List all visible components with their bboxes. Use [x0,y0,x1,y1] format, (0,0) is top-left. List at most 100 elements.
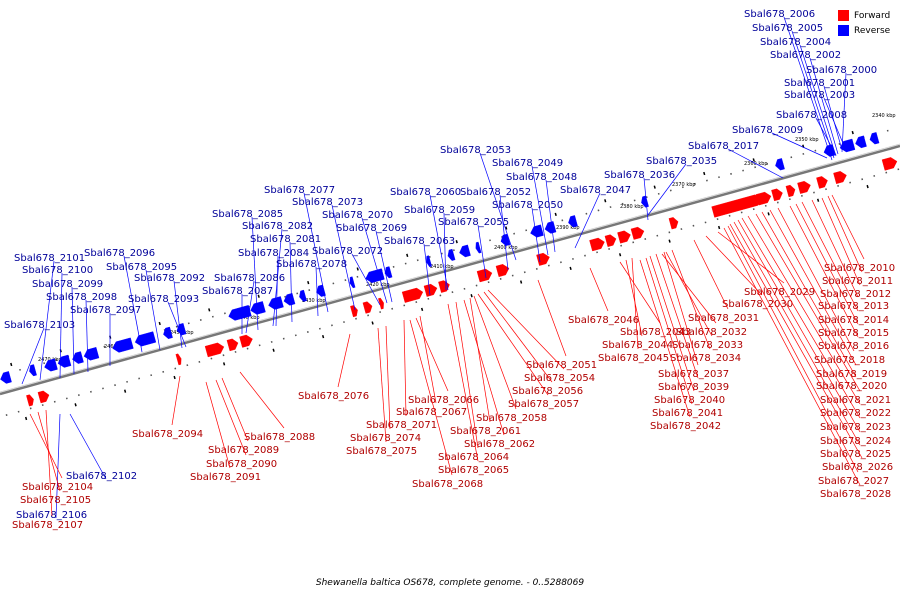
reverse-gene-glyph [112,337,134,353]
forward-gene-leader [831,194,865,260]
reverse-gene-leader [251,216,259,331]
forward-gene-label: Sbal678_2061 [450,426,521,437]
strand-tick [222,362,226,366]
forward-gene-label: Sbal678_2041 [652,408,723,419]
tick-label: 2340 kbp [872,113,896,119]
strand-tick [208,308,211,312]
tick-label: 2380 kbp [620,204,644,210]
reverse-gene-glyph [855,135,867,149]
genome-caption: Shewanella baltica OS678, complete genom… [315,578,585,588]
reverse-gene-leader [479,152,517,261]
reverse-gene-glyph [283,293,296,306]
reverse-gene-leader [331,204,356,311]
forward-gene-label: Sbal678_2034 [670,353,741,364]
strand-tick [851,130,854,135]
reverse-gene-label: Sbal678_2098 [46,292,117,303]
strand-tick [717,225,721,230]
legend-forward-label: Forward [854,10,891,21]
forward-gene-glyph [350,305,358,318]
genome-axis-highlight [0,143,900,393]
reverse-gene-leader [85,299,89,373]
forward-gene-label: Sbal678_2010 [824,263,895,274]
forward-gene-label: Sbal678_2042 [650,421,721,432]
forward-gene-leader [419,315,437,404]
strand-tick [668,239,671,243]
reverse-gene-label: Sbal678_2078 [276,259,347,270]
reverse-gene-leader [771,132,828,159]
reverse-gene-label: Sbal678_2008 [776,110,847,121]
forward-gene-label: Sbal678_2054 [524,373,595,384]
reverse-gene-label: Sbal678_2055 [438,217,509,228]
forward-gene-label: Sbal678_2018 [814,355,885,366]
reverse-gene-glyph [530,224,544,238]
forward-gene-glyph [771,188,783,202]
reverse-gene-label: Sbal678_2097 [70,305,141,316]
forward-gene-leader [337,333,351,388]
reverse-gene-label: Sbal678_2063 [384,236,455,247]
reverse-gene-label: Sbal678_2000 [806,65,877,76]
forward-gene-label: Sbal678_2068 [412,479,483,490]
legend-reverse: Reverse [838,23,890,38]
forward-gene-label: Sbal678_2019 [816,369,887,380]
forward-gene-leader [717,231,785,284]
forward-gene-leader [215,379,247,456]
forward-gene-label: Sbal678_2021 [820,395,891,406]
reverse-gene-glyph [72,351,84,364]
forward-gene-label: Sbal678_2037 [658,369,729,380]
tick-label: 2430 kbp [302,298,326,304]
reverse-gene-label: Sbal678_2059 [404,205,475,216]
reverse-gene-glyph [0,371,12,384]
forward-gene-leader [537,279,567,357]
reverse-gene-glyph [775,158,785,171]
forward-gene-label: Sbal678_2024 [820,436,891,447]
reverse-gene-label: Sbal678_2092 [134,273,205,284]
forward-gene-leader [171,375,181,426]
forward-gene-label: Sbal678_2105 [20,495,91,506]
legend: Forward Reverse [838,8,890,38]
forward-gene-leader [221,377,249,442]
forward-gene-label: Sbal678_2027 [818,476,889,487]
reverse-gene-label: Sbal678_2073 [292,197,363,208]
reverse-gene-label: Sbal678_2052 [460,187,531,198]
forward-gene-leader [469,297,491,423]
strand-tick [371,321,374,325]
reverse-gene-leader [289,241,293,323]
reverse-gene-leader [167,301,187,348]
strand-tick [604,199,607,203]
forward-gene-glyph [668,217,679,230]
strand-tick [158,321,161,326]
reverse-gene-label: Sbal678_2084 [238,248,309,259]
reverse-gene-label: Sbal678_2103 [4,320,75,331]
strand-tick [321,334,325,339]
reverse-gene-label: Sbal678_2048 [506,172,577,183]
forward-gene-label: Sbal678_2043 [620,327,691,338]
forward-gene-label: Sbal678_2065 [438,465,509,476]
reverse-gene-label: Sbal678_2035 [646,156,717,167]
reverse-gene-leader [531,165,549,256]
reverse-gene-leader [245,280,255,334]
forward-gene-glyph [630,226,645,240]
forward-gene-label: Sbal678_2107 [12,520,83,531]
reverse-gene-leader [423,243,431,296]
reverse-gene-leader [499,194,509,271]
forward-gene-leader [741,217,861,419]
strand-tick [307,280,310,285]
forward-gene-glyph [37,390,50,404]
forward-gene-leader [801,201,859,312]
forward-swatch [838,10,849,21]
forward-gene-label: Sbal678_2025 [820,449,891,460]
forward-gene-label: Sbal678_2039 [658,382,729,393]
reverse-gene-glyph [299,289,307,302]
reverse-gene-glyph [83,347,100,361]
forward-gene-leader [477,293,549,396]
reverse-gene-glyph [447,248,456,261]
reverse-gene-leader [375,230,393,303]
genome-axis [0,144,900,396]
forward-gene-glyph [26,394,34,407]
forward-gene-label: Sbal678_2031 [688,313,759,324]
reverse-gene-glyph [384,266,393,279]
forward-gene-leader [755,213,861,392]
forward-gene-label: Sbal678_2012 [820,289,891,300]
reverse-gene-label: Sbal678_2082 [242,221,313,232]
